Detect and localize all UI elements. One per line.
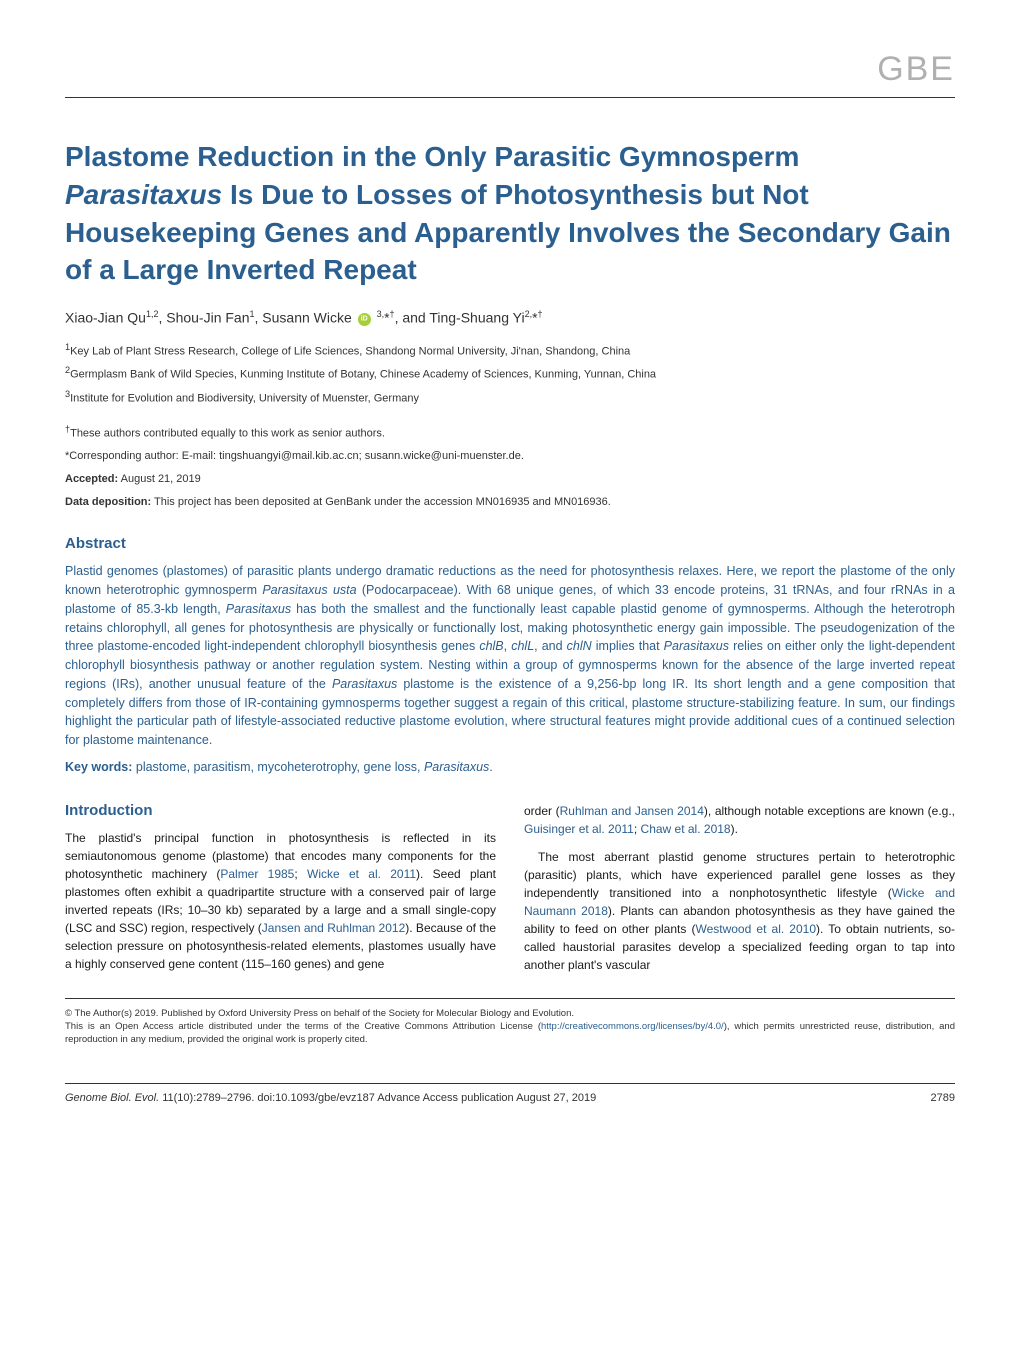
intro-columns: Introduction The plastid's principal fun… [65, 802, 955, 974]
page-footer: Genome Biol. Evol. 11(10):2789–2796. doi… [65, 1092, 955, 1104]
journal-abbrev: GBE [65, 50, 955, 89]
header-rule [65, 97, 955, 98]
keywords-italic: Parasitaxus [424, 760, 489, 774]
intro-left-col: Introduction The plastid's principal fun… [65, 802, 496, 974]
affiliation-line: 1Key Lab of Plant Stress Research, Colle… [65, 340, 955, 361]
abstract-heading: Abstract [65, 535, 955, 552]
keywords-text: plastome, parasitism, mycoheterotrophy, … [132, 760, 424, 774]
authors-line: Xiao-Jian Qu1,2, Shou-Jin Fan1, Susann W… [65, 309, 955, 326]
intro-heading: Introduction [65, 802, 496, 819]
intro-right-col: order (Ruhlman and Jansen 2014), althoug… [524, 802, 955, 974]
license-rule [65, 998, 955, 999]
footer-rule [65, 1083, 955, 1084]
affiliation-line: 2Germplasm Bank of Wild Species, Kunming… [65, 363, 955, 384]
intro-right-p2: The most aberrant plastid genome structu… [524, 848, 955, 974]
note-line: †These authors contributed equally to th… [65, 422, 955, 443]
title-pre: Plastome Reduction in the Only Parasitic… [65, 141, 799, 172]
keywords-label: Key words: [65, 760, 132, 774]
orcid-icon [358, 313, 371, 326]
affiliations: 1Key Lab of Plant Stress Research, Colle… [65, 340, 955, 408]
affiliation-line: 3Institute for Evolution and Biodiversit… [65, 387, 955, 408]
license-text: © The Author(s) 2019. Published by Oxfor… [65, 1007, 955, 1047]
keywords-end: . [489, 760, 492, 774]
footer-citation: Genome Biol. Evol. 11(10):2789–2796. doi… [65, 1092, 596, 1104]
title-italic: Parasitaxus [65, 179, 222, 210]
article-notes: †These authors contributed equally to th… [65, 422, 955, 511]
keywords: Key words: plastome, parasitism, mycohet… [65, 760, 955, 774]
page-number: 2789 [931, 1092, 955, 1104]
footer-journal: Genome Biol. Evol. [65, 1092, 159, 1104]
article-title: Plastome Reduction in the Only Parasitic… [65, 138, 955, 289]
intro-right-p1: order (Ruhlman and Jansen 2014), althoug… [524, 802, 955, 838]
note-line: *Corresponding author: E-mail: tingshuan… [65, 447, 955, 466]
note-line: Data deposition: This project has been d… [65, 493, 955, 512]
intro-left-text: The plastid's principal function in phot… [65, 829, 496, 973]
abstract-body: Plastid genomes (plastomes) of parasitic… [65, 562, 955, 750]
footer-details: 11(10):2789–2796. doi:10.1093/gbe/evz187… [162, 1092, 596, 1104]
note-line: Accepted: August 21, 2019 [65, 470, 955, 489]
